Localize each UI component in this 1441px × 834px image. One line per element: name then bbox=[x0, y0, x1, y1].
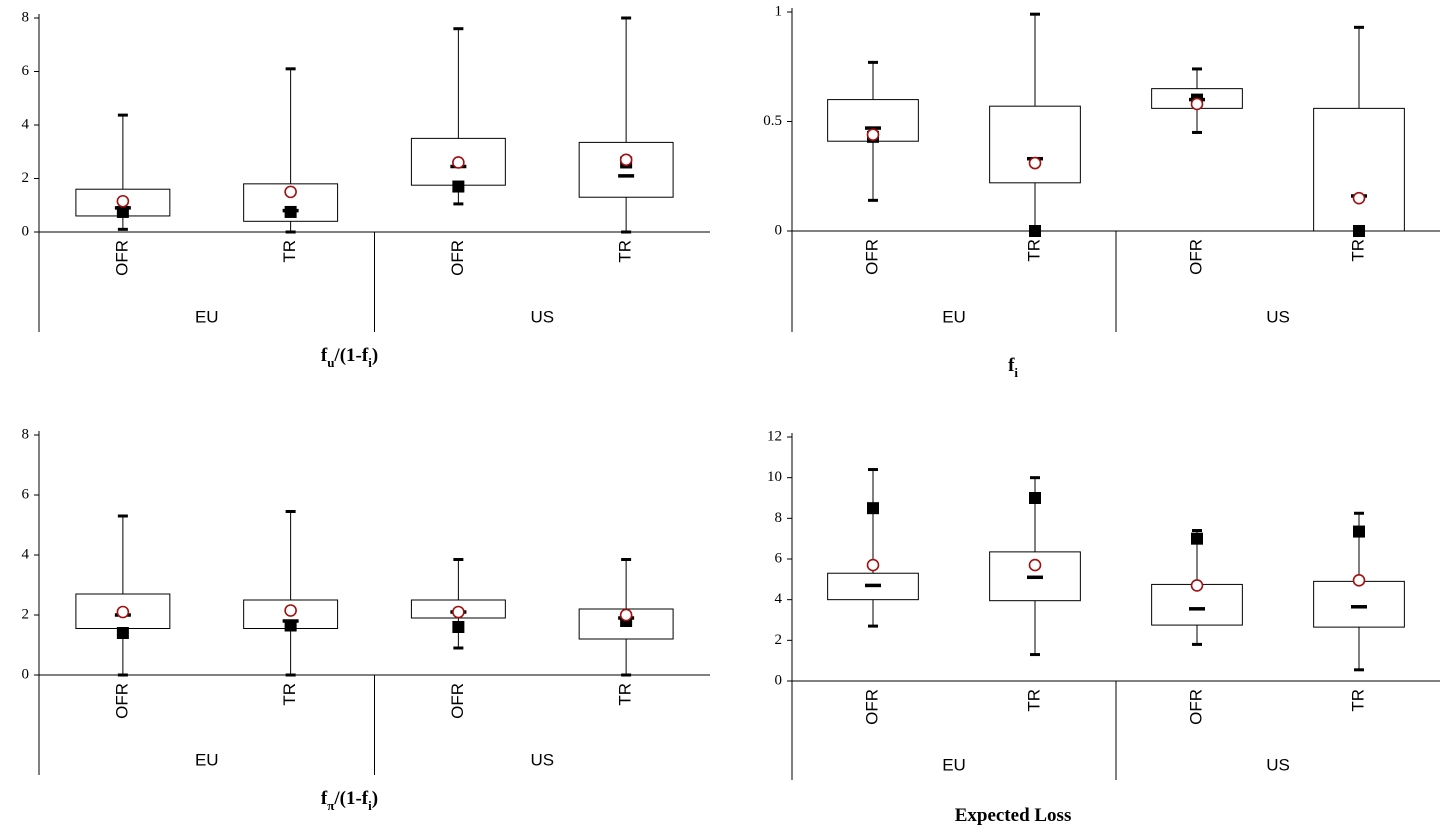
y-tick-label: 0 bbox=[775, 222, 783, 238]
y-tick-label: 8 bbox=[22, 426, 30, 442]
mean bbox=[284, 185, 297, 199]
x-tick-label: TR bbox=[280, 683, 299, 706]
marker bbox=[116, 627, 129, 639]
y-tick-label: 2 bbox=[22, 606, 30, 622]
title-part: /(1-f bbox=[333, 788, 368, 809]
y-tick-label: 0.5 bbox=[763, 113, 782, 129]
y-tick-label: 4 bbox=[22, 116, 30, 132]
title-part: ) bbox=[372, 788, 378, 809]
group-label: US bbox=[1266, 307, 1290, 326]
group-label: EU bbox=[195, 750, 219, 769]
title-part: u bbox=[327, 355, 334, 370]
chart-title: fu/(1-fi) bbox=[321, 345, 378, 370]
marker bbox=[1191, 532, 1203, 545]
marker bbox=[452, 621, 465, 633]
title-part: i bbox=[1014, 365, 1018, 380]
y-tick-label: 2 bbox=[775, 632, 783, 648]
mean bbox=[1028, 558, 1042, 572]
chart-title: Expected Loss bbox=[955, 805, 1072, 826]
y-tick-label: 6 bbox=[22, 486, 30, 502]
x-tick-label: OFR bbox=[112, 683, 131, 719]
chart-title: fπ/(1-fi) bbox=[321, 788, 378, 813]
x-tick-label: TR bbox=[1024, 689, 1043, 712]
mean bbox=[1352, 574, 1366, 587]
y-tick-label: 6 bbox=[775, 550, 783, 566]
mean bbox=[1028, 156, 1042, 170]
title-part: Expected Loss bbox=[955, 805, 1072, 826]
y-tick-label: 4 bbox=[22, 546, 30, 562]
box bbox=[578, 141, 674, 198]
mean bbox=[619, 608, 633, 622]
group-label: US bbox=[530, 307, 554, 326]
group-label: US bbox=[1266, 755, 1290, 774]
marker bbox=[867, 502, 879, 515]
mean bbox=[1190, 579, 1204, 592]
box bbox=[1313, 107, 1405, 232]
x-tick-label: OFR bbox=[862, 239, 881, 275]
x-tick-label: TR bbox=[1348, 239, 1367, 262]
box bbox=[989, 105, 1081, 184]
y-tick-label: 8 bbox=[775, 510, 783, 526]
y-tick-label: 10 bbox=[767, 469, 782, 485]
y-tick-label: 0 bbox=[22, 223, 30, 239]
x-tick-label: OFR bbox=[1186, 239, 1205, 275]
marker bbox=[1353, 525, 1365, 538]
title-part: π bbox=[327, 798, 334, 813]
title-part: /(1-f bbox=[333, 345, 368, 366]
marker bbox=[1029, 492, 1041, 504]
marker bbox=[284, 619, 297, 632]
group-label: EU bbox=[942, 307, 966, 326]
y-tick-label: 6 bbox=[22, 63, 30, 79]
y-tick-label: 0 bbox=[22, 666, 30, 682]
y-tick-label: 2 bbox=[22, 170, 30, 186]
chart-title: fi bbox=[1008, 355, 1018, 380]
group-label: US bbox=[530, 750, 554, 769]
title-part: f bbox=[1008, 355, 1015, 376]
marker bbox=[1353, 225, 1365, 237]
x-tick-label: OFR bbox=[112, 240, 131, 276]
title-part: i bbox=[368, 798, 372, 813]
x-tick-label: OFR bbox=[448, 240, 467, 276]
marker bbox=[452, 180, 465, 193]
y-tick-label: 1 bbox=[775, 3, 783, 19]
group-label: EU bbox=[195, 307, 219, 326]
x-tick-label: TR bbox=[280, 240, 299, 263]
mean bbox=[452, 605, 465, 619]
mean bbox=[284, 604, 297, 617]
y-tick-label: 12 bbox=[767, 428, 782, 444]
title-part: f bbox=[321, 345, 328, 366]
x-tick-label: TR bbox=[616, 240, 635, 263]
y-tick-label: 0 bbox=[775, 672, 783, 688]
x-tick-label: OFR bbox=[448, 683, 467, 719]
marker bbox=[1029, 225, 1041, 237]
x-tick-label: TR bbox=[1024, 239, 1043, 262]
x-tick-label: OFR bbox=[862, 689, 881, 725]
title-part: i bbox=[368, 355, 372, 370]
y-tick-label: 8 bbox=[22, 9, 30, 25]
box bbox=[1313, 580, 1405, 628]
mean bbox=[866, 558, 880, 572]
mean bbox=[116, 194, 130, 208]
x-tick-label: OFR bbox=[1186, 689, 1205, 725]
marker bbox=[116, 205, 129, 218]
mean bbox=[1352, 191, 1366, 205]
marker bbox=[284, 205, 297, 218]
mean bbox=[116, 605, 130, 619]
mean bbox=[866, 128, 880, 141]
title-part: ) bbox=[372, 345, 378, 366]
x-tick-label: TR bbox=[1348, 689, 1367, 712]
x-tick-label: TR bbox=[616, 683, 635, 706]
mean bbox=[619, 153, 633, 167]
title-part: f bbox=[321, 788, 328, 809]
mean bbox=[452, 156, 465, 169]
group-label: EU bbox=[942, 755, 966, 774]
y-tick-label: 4 bbox=[775, 591, 783, 607]
mean bbox=[1190, 97, 1204, 111]
